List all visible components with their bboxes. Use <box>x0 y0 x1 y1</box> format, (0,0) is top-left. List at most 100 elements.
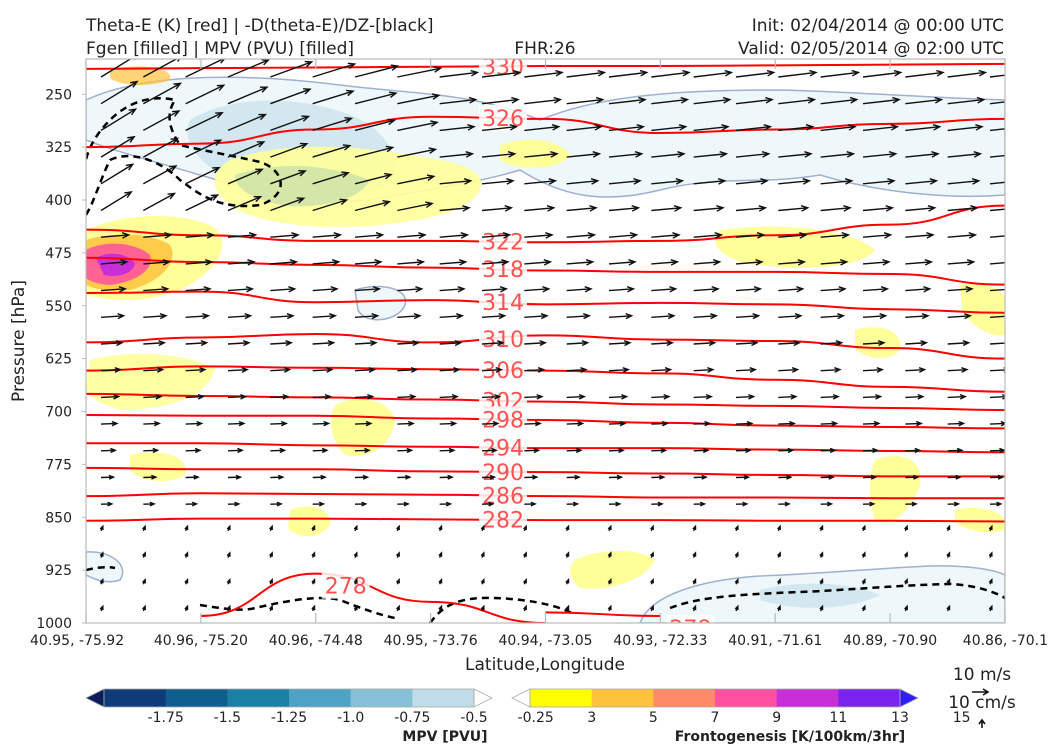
wind-vector <box>820 420 839 427</box>
wind-vector <box>905 501 918 507</box>
init-time: Init: 02/04/2014 @ 00:00 UTC <box>752 16 1004 36</box>
wind-vector <box>524 474 539 480</box>
wind-vector <box>862 447 879 454</box>
wind-vector <box>735 447 752 454</box>
wind-vector <box>651 178 685 185</box>
wind-vector <box>861 551 866 558</box>
wind-vector <box>735 420 754 427</box>
y-tick-label: 325 <box>45 140 72 156</box>
wind-vector <box>439 474 454 480</box>
mpv-colorbar-ticks: -1.75 -1.5 -1.25 -1.0 -0.75 -0.5 -0.25 <box>148 710 554 726</box>
wind-vector <box>820 340 844 347</box>
wind-vector <box>905 205 937 212</box>
wind-vector <box>439 123 476 132</box>
wind-vector <box>989 341 1005 345</box>
wind-vector <box>905 393 925 400</box>
wind-vector <box>692 551 697 558</box>
wind-vector <box>651 123 688 132</box>
wind-vector <box>778 367 800 373</box>
wind-vector <box>735 393 756 400</box>
wind-vector <box>778 501 791 507</box>
wind-vector <box>989 235 1005 238</box>
wind-vector <box>777 577 781 585</box>
colorbar-segment <box>715 689 778 707</box>
wind-vector <box>735 286 763 293</box>
wind-vector <box>524 151 559 158</box>
theta-e-label: 310 <box>482 328 524 353</box>
wind-vector <box>862 340 886 347</box>
wind-vector <box>481 474 497 480</box>
wind-vector <box>905 313 930 320</box>
colorbar-tick: 9 <box>772 710 781 726</box>
wind-vector <box>947 178 981 185</box>
wind-vector <box>312 117 354 132</box>
wind-vector <box>693 501 707 507</box>
wind-vector <box>650 524 654 532</box>
wind-vector <box>227 286 255 293</box>
wind-vector <box>820 286 847 293</box>
colorbar-tick: -1.75 <box>148 710 184 726</box>
wind-vector <box>820 69 861 78</box>
wind-vector <box>778 123 815 132</box>
wind-vector <box>946 551 951 558</box>
wind-vector <box>142 577 146 585</box>
wind-vector <box>227 501 241 507</box>
wind-vector <box>270 501 283 507</box>
y-tick-label: 475 <box>45 246 72 262</box>
wind-vector <box>607 551 612 558</box>
wind-vector <box>777 604 781 612</box>
wind-vector <box>735 178 769 185</box>
wind-vector <box>270 197 306 212</box>
wind-vector <box>607 577 612 585</box>
y-tick-label: 625 <box>45 352 72 368</box>
wind-vector <box>143 393 163 400</box>
wind-vector <box>270 313 295 320</box>
wind-vector <box>396 604 400 612</box>
wind-vector <box>735 205 768 212</box>
wind-vector <box>566 313 592 320</box>
wind-vector <box>100 108 138 131</box>
wind-vector <box>734 524 739 532</box>
wind-vector <box>651 340 675 347</box>
colorbar-segment <box>653 689 716 707</box>
wind-vector <box>651 447 668 454</box>
x-tick-label: 40.95, -75.92 <box>30 633 124 649</box>
wind-vector <box>524 420 543 427</box>
theta-e-label-bg <box>479 289 528 316</box>
wind-vector <box>862 474 878 480</box>
wind-reference-vertical-arrow <box>978 718 986 728</box>
theta-e-label: 298 <box>482 408 524 433</box>
wind-vector <box>862 69 903 78</box>
wind-vector <box>185 393 206 400</box>
wind-vector <box>693 232 724 239</box>
wind-vector <box>862 123 900 132</box>
y-tick-label: 775 <box>45 457 72 473</box>
wind-vector <box>354 64 400 78</box>
wind-vector <box>227 367 250 373</box>
wind-vector <box>480 577 485 585</box>
wind-vector <box>439 340 463 347</box>
wind-vector <box>143 313 168 320</box>
wind-vector <box>905 447 922 454</box>
plot-area: 3303263223183143103063022982942902862822… <box>86 59 1005 623</box>
theta-e-contour-290 <box>86 466 1005 478</box>
wind-vector <box>142 165 178 185</box>
wind-vector <box>185 420 204 427</box>
colorbar-tick: 15 <box>953 710 971 726</box>
wind-vector <box>439 286 466 293</box>
wind-vector <box>354 286 382 293</box>
wind-vector <box>524 259 553 266</box>
colorbar-tick: 3 <box>587 710 596 726</box>
colorbar-segment <box>591 689 654 707</box>
wind-vector <box>143 474 158 480</box>
wind-vector <box>524 447 541 454</box>
wind-vector <box>354 447 371 454</box>
wind-vector <box>651 96 690 105</box>
colorbar-tick: 11 <box>829 710 847 726</box>
colorbar-segment <box>776 689 839 707</box>
wind-vector <box>988 524 993 532</box>
x-tick-label: 40.96, -75.20 <box>154 633 248 649</box>
wind-vector <box>397 120 439 132</box>
theta-e-label-bg <box>479 406 528 433</box>
wind-vector <box>651 501 664 507</box>
